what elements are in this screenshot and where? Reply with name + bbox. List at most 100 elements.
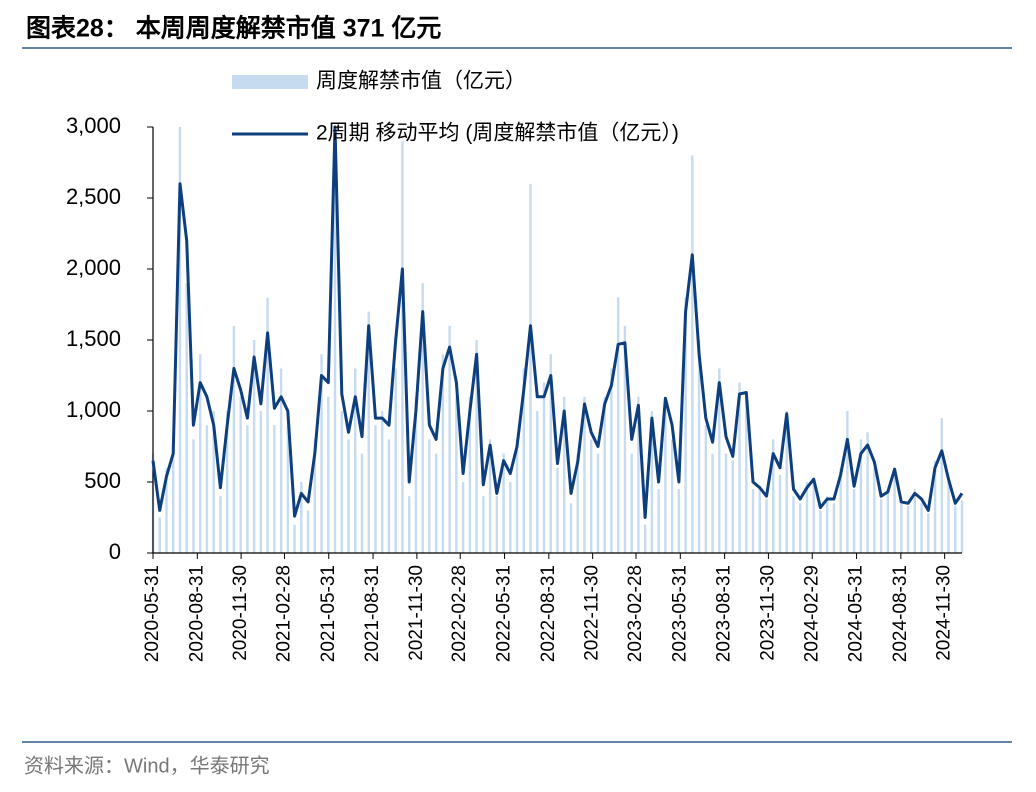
bar xyxy=(947,482,950,553)
bar xyxy=(448,325,451,553)
x-tick-label: 2024-05-31 xyxy=(846,565,867,662)
bar xyxy=(212,411,215,553)
bar xyxy=(495,496,499,553)
plot-area: 0 500 1,000 1,500 2,000 2,500 3,000 2020-05-31 2… xyxy=(66,113,964,662)
bar xyxy=(239,396,242,553)
bar xyxy=(536,411,539,553)
bar xyxy=(246,425,249,553)
bar xyxy=(711,453,714,553)
bar xyxy=(192,439,195,553)
bar xyxy=(394,368,397,553)
bar xyxy=(697,340,701,553)
bar xyxy=(172,439,175,553)
x-tick-label: 2022-08-31 xyxy=(538,565,559,662)
bar xyxy=(643,524,647,553)
bar xyxy=(434,453,438,553)
bar xyxy=(933,460,937,553)
bar xyxy=(765,499,768,553)
bar xyxy=(954,506,957,553)
bar xyxy=(873,467,876,553)
bar xyxy=(704,425,708,553)
x-tick-label: 2023-05-31 xyxy=(669,565,690,662)
bar xyxy=(927,513,930,553)
bar xyxy=(198,354,202,553)
bar xyxy=(360,453,364,553)
bar xyxy=(556,467,559,553)
bar xyxy=(563,396,566,553)
x-tick-label: 2021-11-30 xyxy=(406,565,427,661)
bar xyxy=(293,524,296,553)
bar xyxy=(596,453,600,553)
y-tick-label: 0 xyxy=(109,539,121,564)
x-tick-label: 2022-05-31 xyxy=(494,565,515,662)
bar xyxy=(354,368,357,553)
bar xyxy=(603,396,606,553)
x-tick-label: 2020-11-30 xyxy=(230,565,251,661)
bar xyxy=(300,482,303,553)
bar xyxy=(623,325,627,553)
bar xyxy=(738,382,741,553)
legend-label: 周度解禁市值（亿元） xyxy=(316,70,526,93)
bar xyxy=(266,297,269,553)
bar xyxy=(866,432,869,553)
bar xyxy=(515,439,519,553)
source: 资料来源：Wind，华泰研究 xyxy=(24,754,270,777)
bar xyxy=(279,368,283,553)
bar xyxy=(576,453,579,553)
bar xyxy=(616,297,620,553)
bar xyxy=(718,368,721,553)
bar xyxy=(320,354,323,553)
bar xyxy=(205,425,209,553)
bar xyxy=(475,340,478,553)
bar xyxy=(259,411,263,553)
bar xyxy=(751,489,755,553)
bar xyxy=(852,489,856,553)
bar xyxy=(225,411,229,553)
bar xyxy=(387,439,391,553)
bar xyxy=(583,396,586,553)
bar xyxy=(488,439,492,553)
x-tick-label: 2022-11-30 xyxy=(582,565,603,661)
bar xyxy=(940,418,943,553)
bar xyxy=(812,482,815,553)
x-tick-label: 2021-02-28 xyxy=(273,565,294,662)
bar xyxy=(825,496,829,553)
bar xyxy=(542,382,546,553)
bar xyxy=(792,496,795,553)
bar xyxy=(731,460,734,553)
bar xyxy=(805,482,809,553)
bar xyxy=(252,340,256,553)
bar xyxy=(691,155,694,553)
y-tick-label: 1,000 xyxy=(66,397,121,422)
bar xyxy=(306,510,310,553)
bar xyxy=(414,396,418,553)
x-tick-label: 2023-08-31 xyxy=(714,565,735,662)
line-series xyxy=(151,125,964,519)
bar xyxy=(407,496,411,553)
bar xyxy=(590,439,593,553)
bar xyxy=(819,510,822,553)
bar xyxy=(374,425,377,553)
x-tick-label: 2021-08-31 xyxy=(362,565,383,662)
bar xyxy=(327,396,330,553)
bar xyxy=(839,467,842,553)
bar xyxy=(677,489,681,553)
bar xyxy=(219,496,222,553)
bar xyxy=(650,411,654,553)
bar xyxy=(333,127,337,553)
bar xyxy=(185,283,188,553)
bar xyxy=(468,396,472,553)
bar xyxy=(286,425,290,553)
bar xyxy=(340,411,343,553)
bar xyxy=(178,127,182,553)
x-tick-label: 2023-11-30 xyxy=(757,565,778,661)
bar xyxy=(900,503,903,553)
x-tick-label: 2020-08-31 xyxy=(186,565,207,662)
bar xyxy=(610,368,613,553)
bar xyxy=(778,474,782,553)
bar xyxy=(960,500,964,553)
y-tick-label: 2,000 xyxy=(66,255,121,280)
bar xyxy=(509,482,512,553)
bar xyxy=(920,503,923,553)
bar xyxy=(549,354,552,553)
